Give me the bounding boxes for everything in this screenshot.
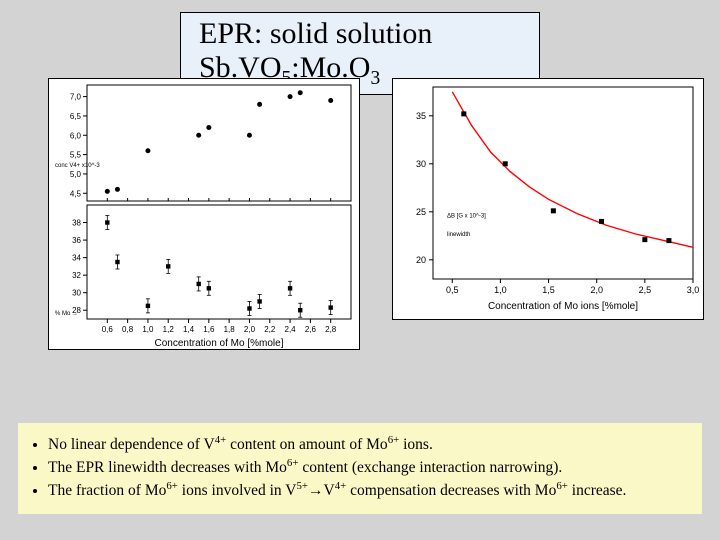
svg-text:2,0: 2,0 — [590, 285, 603, 295]
title-text: EPR: solid solution Sb.VO5:Mo.O3 — [199, 17, 432, 84]
svg-text:2,5: 2,5 — [639, 285, 652, 295]
svg-text:5,0: 5,0 — [70, 170, 82, 179]
svg-text:32: 32 — [72, 271, 81, 280]
svg-text:30: 30 — [416, 159, 426, 169]
bullet-item: No linear dependence of V4+ content on a… — [48, 433, 688, 456]
bullet-box: No linear dependence of V4+ content on a… — [18, 423, 702, 514]
svg-text:2,0: 2,0 — [244, 325, 256, 334]
svg-text:20: 20 — [416, 255, 426, 265]
svg-text:2,4: 2,4 — [285, 325, 297, 334]
left-chart-svg: 0,6 0,8 1,0 1,2 1,4 1,6 1,8 2,0 2,2 2,4 2,6 2,8 Conc… — [49, 79, 359, 349]
svg-text:1,0: 1,0 — [494, 285, 507, 295]
svg-text:7,0: 7,0 — [70, 93, 82, 102]
svg-text:conc V4+ x10^-3: conc V4+ x10^-3 — [55, 163, 100, 169]
svg-text:1,6: 1,6 — [203, 325, 215, 334]
svg-text:0,8: 0,8 — [122, 325, 134, 334]
svg-text:35: 35 — [416, 111, 426, 121]
svg-text:4,5: 4,5 — [70, 189, 82, 198]
svg-text:34: 34 — [72, 254, 81, 263]
svg-text:3,0: 3,0 — [687, 285, 700, 295]
svg-text:1,2: 1,2 — [163, 325, 175, 334]
right-chart-svg: 0,5 1,0 1,5 2,0 2,5 3,0 Concentration of Mo io… — [393, 79, 703, 319]
svg-text:36: 36 — [72, 236, 81, 245]
svg-text:38: 38 — [72, 219, 81, 228]
svg-text:linewidth: linewidth — [447, 232, 470, 238]
svg-text:2,6: 2,6 — [305, 325, 317, 334]
svg-text:2,2: 2,2 — [264, 325, 276, 334]
svg-text:1,0: 1,0 — [142, 325, 154, 334]
right-chart: 0,5 1,0 1,5 2,0 2,5 3,0 Concentration of Mo io… — [392, 78, 704, 320]
svg-text:0,5: 0,5 — [446, 285, 459, 295]
bullet-list: No linear dependence of V4+ content on a… — [32, 433, 688, 502]
svg-text:ΔB [G x 10^-3]: ΔB [G x 10^-3] — [447, 213, 486, 219]
svg-text:1,8: 1,8 — [224, 325, 236, 334]
left-chart: 0,6 0,8 1,0 1,2 1,4 1,6 1,8 2,0 2,2 2,4 2,6 2,8 Conc… — [48, 78, 360, 350]
svg-text:% Mo →: % Mo → — [55, 311, 78, 317]
bullet-item: The EPR linewidth decreases with Mo6+ co… — [48, 456, 688, 479]
svg-text:6,5: 6,5 — [70, 112, 82, 121]
svg-text:30: 30 — [72, 289, 81, 298]
svg-text:0,6: 0,6 — [102, 325, 114, 334]
svg-text:1,5: 1,5 — [542, 285, 555, 295]
svg-text:6,0: 6,0 — [70, 131, 82, 140]
svg-text:25: 25 — [416, 207, 426, 217]
svg-text:Concentration of Mo ions [%mol: Concentration of Mo ions [%mole] — [488, 301, 638, 312]
svg-text:Concentration of Mo [%mole]: Concentration of Mo [%mole] — [155, 338, 284, 349]
bullet-item: The fraction of Mo6+ ions involved in V5… — [48, 479, 688, 502]
svg-text:2,8: 2,8 — [325, 325, 337, 334]
svg-text:1,4: 1,4 — [183, 325, 195, 334]
svg-text:5,5: 5,5 — [70, 151, 82, 160]
